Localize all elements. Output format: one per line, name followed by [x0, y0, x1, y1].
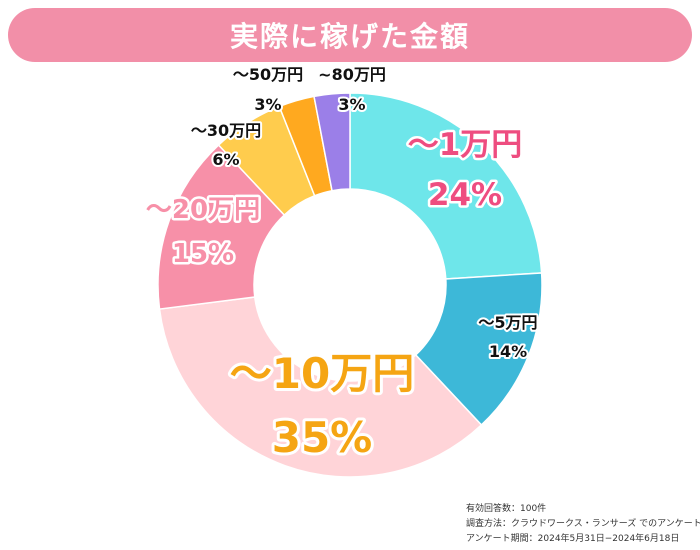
value-label-2: 14% — [489, 342, 527, 361]
category-label-7: ~80万円 — [318, 65, 386, 84]
category-label-5: 〜30万円 — [191, 121, 261, 140]
value-label-6: 3% — [254, 95, 281, 114]
category-label-6: 〜50万円 — [233, 65, 303, 84]
footnote-method: 調査方法：クラウドワークス・ランサーズ でのアンケート — [466, 519, 700, 529]
chart-title: 実際に稼げた金額 — [229, 20, 470, 53]
slice-3 — [158, 296, 483, 478]
value-label-3: 35% — [272, 413, 373, 462]
value-label-4: 15% — [172, 239, 234, 269]
footnote-period: アンケート期間：2024年5月31日−2024年6月18日 — [466, 534, 680, 544]
value-label-7: 3% — [338, 95, 365, 114]
category-label-3: 〜10万円 — [230, 349, 414, 398]
category-label-1: 〜1万円 — [408, 127, 523, 163]
title-banner: 実際に稼げた金額 — [8, 8, 692, 62]
slice-7 — [313, 92, 351, 192]
value-label-5: 6% — [212, 150, 239, 169]
survey-footnote: 有効回答数：100件 調査方法：クラウドワークス・ランサーズ でのアンケート ア… — [466, 502, 700, 547]
value-label-1: 24% — [428, 177, 502, 213]
slice-1 — [349, 92, 543, 280]
footnote-respondents: 有効回答数：100件 — [466, 504, 547, 514]
category-label-4: 〜20万円 — [146, 195, 260, 225]
category-label-2: 〜5万円 — [478, 313, 537, 332]
